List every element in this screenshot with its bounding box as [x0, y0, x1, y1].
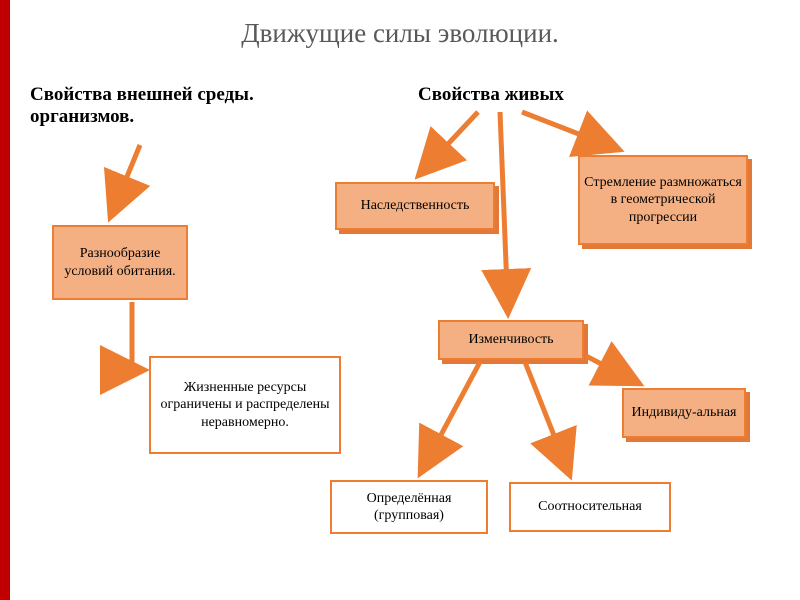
box-reproduction-label: Стремление размножаться в геометрической…: [584, 174, 742, 227]
subtitle-right-text: Свойства живых: [418, 84, 564, 105]
box-variability-label: Изменчивость: [468, 331, 553, 349]
box-habitat-label: Разнообразие условий обитания.: [54, 245, 186, 280]
subtitle-right: Свойства живых: [418, 84, 564, 106]
box-reproduction: Стремление размножаться в геометрической…: [578, 155, 748, 245]
box-individual-label: Индивиду-альная: [632, 404, 737, 422]
box-variability: Изменчивость: [438, 320, 584, 360]
box-correlative-label: Соотносительная: [538, 498, 642, 516]
box-resources-label: Жизненные ресурсы ограничены и распредел…: [151, 379, 339, 432]
box-individual: Индивиду-альная: [622, 388, 746, 438]
box-correlative: Соотносительная: [509, 482, 671, 532]
box-defined: Определённая (групповая): [330, 480, 488, 534]
box-habitat: Разнообразие условий обитания.: [52, 225, 188, 300]
box-heredity-label: Наследственность: [361, 197, 470, 215]
page-title: Движущие силы эволюции.: [0, 18, 800, 49]
box-defined-label: Определённая (групповая): [332, 490, 486, 525]
box-heredity: Наследственность: [335, 182, 495, 230]
box-resources: Жизненные ресурсы ограничены и распредел…: [149, 356, 341, 454]
subtitle-left: Свойства внешней среды. организмов.: [30, 84, 310, 128]
subtitle-left-text: Свойства внешней среды. организмов.: [30, 84, 254, 127]
left-bar: [0, 0, 10, 600]
